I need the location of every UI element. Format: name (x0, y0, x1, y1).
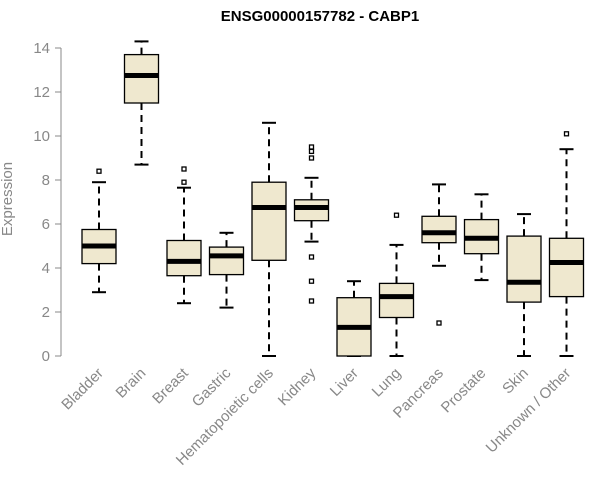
y-tick-label: 10 (33, 128, 50, 145)
box-prostate (463, 193, 500, 282)
box-bladder (81, 168, 117, 294)
outlier-point (181, 179, 187, 185)
outlier-point (181, 166, 187, 172)
box-brain (123, 40, 160, 166)
box-pancreas (421, 183, 457, 326)
x-tick-label: Bladder (58, 365, 107, 414)
y-tick-label: 8 (42, 172, 50, 189)
box-breast (166, 166, 202, 305)
iqr-box (123, 53, 160, 104)
x-tick-label: Liver (327, 365, 362, 400)
outlier-point (96, 168, 102, 174)
outlier-point (393, 212, 400, 218)
iqr-box (293, 199, 330, 222)
box-unknown-other (548, 131, 585, 357)
outlier-point (308, 144, 315, 150)
x-tick-label: Kidney (275, 364, 320, 409)
outlier-point (308, 148, 315, 155)
box-lung (378, 212, 415, 357)
box-gastric (208, 231, 245, 309)
box-hematopoietic-cells (251, 121, 287, 357)
y-axis-title: Expression (0, 162, 16, 236)
outlier-point (308, 298, 315, 304)
outlier-point (436, 320, 442, 326)
y-tick-label: 0 (42, 348, 50, 365)
iqr-box (251, 181, 287, 261)
y-tick-label: 14 (33, 40, 50, 57)
outlier-point (563, 131, 570, 137)
x-tick-label: Prostate (438, 365, 490, 417)
outlier-point (308, 278, 315, 284)
y-tick-label: 12 (33, 84, 50, 101)
outlier-point (308, 254, 315, 260)
outlier-point (308, 155, 315, 161)
iqr-box (208, 246, 245, 276)
iqr-box (421, 215, 457, 244)
boxes-group (81, 40, 585, 357)
iqr-box (548, 237, 585, 298)
y-tick-label: 4 (42, 260, 50, 277)
iqr-box (166, 239, 202, 277)
box-liver (336, 280, 372, 357)
x-tick-label: Lung (369, 365, 405, 401)
x-tick-label: Breast (149, 364, 192, 407)
y-axis: 0 2 4 6 8 10 12 14 (33, 40, 62, 365)
y-tick-label: 6 (42, 216, 50, 233)
x-tick-label: Skin (499, 365, 532, 398)
chart-title: ENSG00000157782 - CABP1 (220, 8, 420, 25)
box-skin (506, 213, 542, 357)
y-tick-label: 2 (42, 304, 50, 321)
iqr-box (378, 282, 415, 319)
x-tick-label: Brain (113, 365, 150, 402)
iqr-box (506, 235, 542, 303)
box-kidney (293, 144, 330, 304)
